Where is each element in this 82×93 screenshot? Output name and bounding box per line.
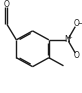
Text: O: O <box>74 51 80 60</box>
Text: +: + <box>67 35 72 40</box>
Text: −: − <box>77 21 82 26</box>
Text: O: O <box>74 19 80 28</box>
Text: O: O <box>3 0 9 9</box>
Text: N: N <box>65 35 71 44</box>
